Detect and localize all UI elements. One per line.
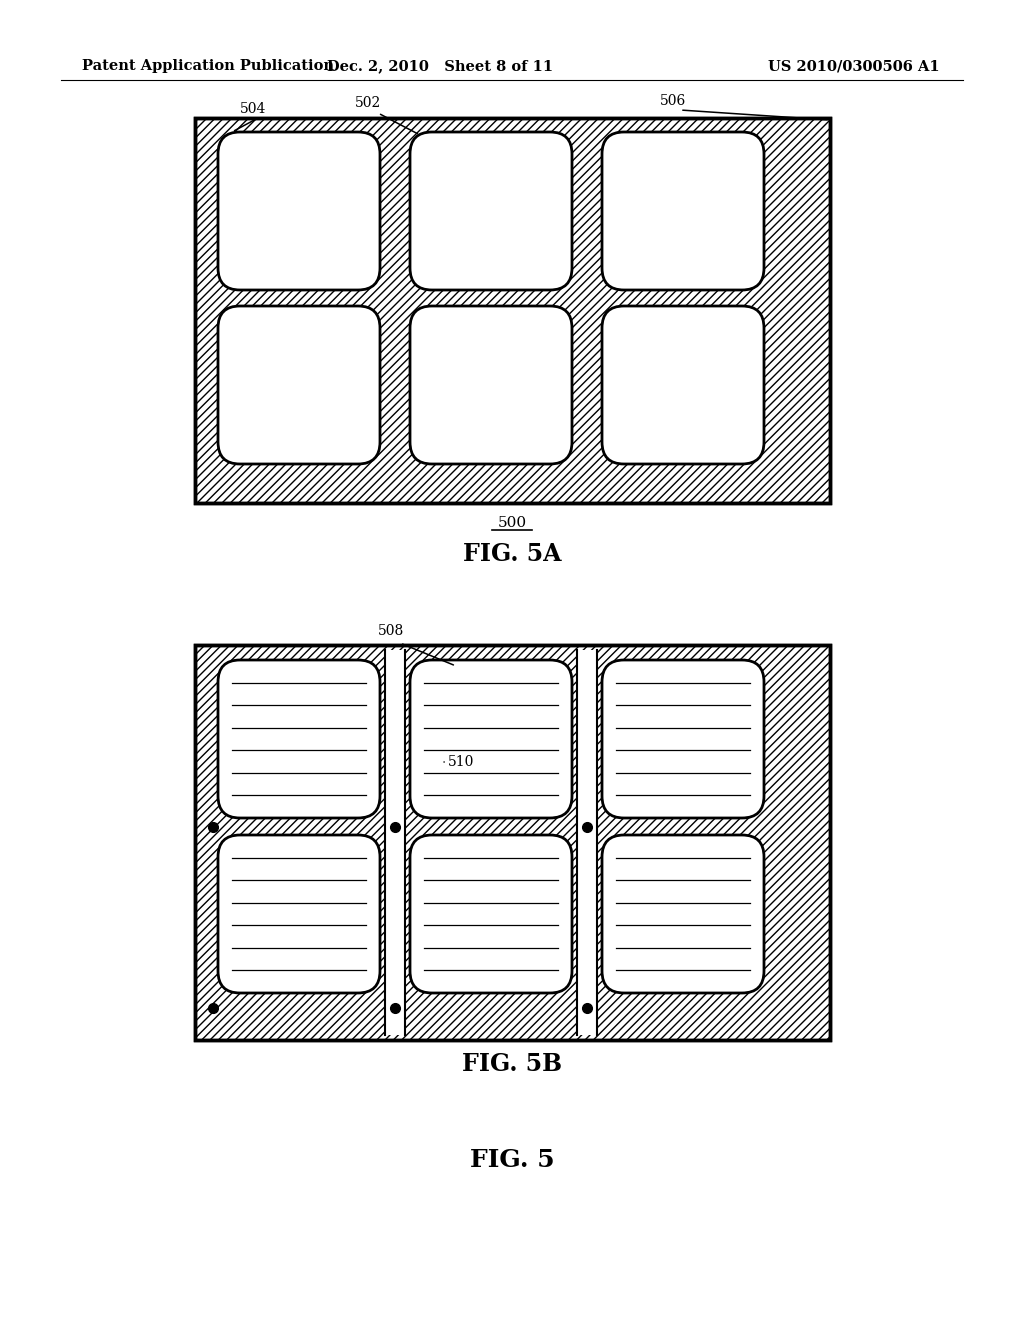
FancyBboxPatch shape [218, 836, 380, 993]
Text: 506: 506 [660, 94, 686, 108]
Text: 504: 504 [240, 102, 266, 116]
FancyBboxPatch shape [602, 660, 764, 818]
Bar [195, 117, 830, 503]
FancyBboxPatch shape [218, 306, 380, 465]
Text: 502: 502 [355, 96, 381, 110]
Text: 508: 508 [378, 624, 404, 638]
Text: FIG. 5: FIG. 5 [470, 1148, 554, 1172]
FancyBboxPatch shape [602, 836, 764, 993]
Text: FIG. 5A: FIG. 5A [463, 543, 561, 566]
Text: Dec. 2, 2010   Sheet 8 of 11: Dec. 2, 2010 Sheet 8 of 11 [327, 59, 553, 73]
Bar [195, 645, 830, 1040]
Text: 510: 510 [449, 755, 474, 770]
Bar [577, 649, 597, 1035]
Text: Patent Application Publication: Patent Application Publication [82, 59, 334, 73]
FancyBboxPatch shape [602, 132, 764, 290]
Text: 500: 500 [498, 516, 526, 531]
Text: FIG. 5B: FIG. 5B [462, 1052, 562, 1076]
FancyBboxPatch shape [218, 132, 380, 290]
FancyBboxPatch shape [218, 660, 380, 818]
FancyBboxPatch shape [410, 132, 572, 290]
FancyBboxPatch shape [410, 660, 572, 818]
Bar [195, 645, 830, 1040]
FancyBboxPatch shape [602, 306, 764, 465]
Text: US 2010/0300506 A1: US 2010/0300506 A1 [768, 59, 940, 73]
FancyBboxPatch shape [410, 836, 572, 993]
Bar [195, 117, 830, 503]
FancyBboxPatch shape [410, 306, 572, 465]
Bar [385, 649, 406, 1035]
